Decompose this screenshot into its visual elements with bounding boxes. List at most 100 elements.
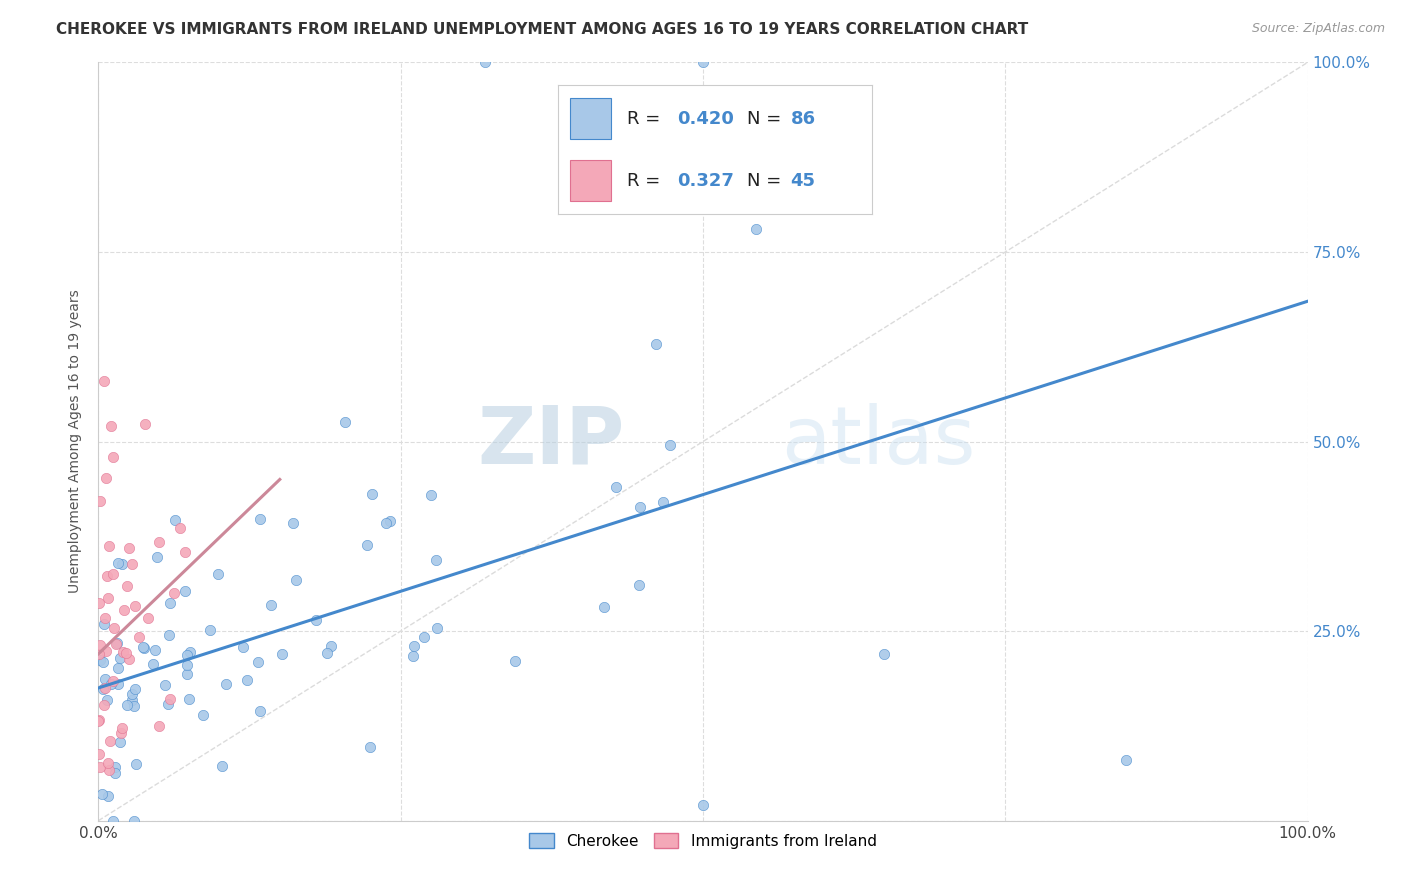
Point [281, 516, 304, 530]
Point [207, 566, 229, 581]
Point [118, 652, 141, 666]
Point [87, 714, 110, 728]
Point [115, 579, 138, 593]
Point [142, 657, 165, 671]
Text: atlas: atlas [782, 402, 976, 481]
Point [157, 697, 180, 711]
Point [176, 666, 198, 681]
Point [96, 471, 118, 485]
Point [138, 611, 160, 625]
Point [122, 814, 145, 828]
Point [419, 488, 441, 502]
Point [100, 419, 122, 434]
Point [108, 651, 131, 665]
Point [107, 677, 129, 691]
Point [249, 705, 271, 719]
Point [404, 640, 426, 654]
Point [125, 757, 148, 772]
Point [112, 603, 135, 617]
Point [87, 713, 110, 727]
Point [89, 596, 111, 610]
Point [174, 545, 197, 559]
Point [94, 611, 117, 625]
Point [159, 627, 181, 641]
Y-axis label: Unemployment Among Ages 16 to 19 years: Unemployment Among Ages 16 to 19 years [69, 290, 83, 593]
Point [211, 759, 233, 773]
Point [692, 798, 714, 813]
Point [104, 637, 127, 651]
Point [644, 336, 666, 351]
Point [96, 569, 118, 583]
Point [91, 682, 114, 697]
Point [98, 733, 121, 747]
Point [132, 641, 155, 656]
Point [425, 553, 447, 567]
Point [89, 493, 111, 508]
Point [108, 735, 131, 749]
Point [148, 535, 170, 549]
Point [122, 699, 145, 714]
Point [159, 692, 181, 706]
Point [176, 648, 198, 663]
Point [813, 184, 835, 198]
Point [659, 438, 682, 452]
Point [745, 222, 768, 236]
Point [101, 450, 124, 464]
Point [177, 692, 200, 706]
Point [143, 643, 166, 657]
Point [378, 514, 401, 528]
Point [110, 726, 132, 740]
Point [89, 760, 111, 774]
Point [101, 673, 124, 688]
Point [593, 599, 616, 614]
Point [375, 516, 398, 530]
Point [103, 567, 125, 582]
Point [121, 687, 143, 701]
Point [117, 698, 139, 712]
Point [163, 586, 186, 600]
Point [503, 654, 526, 668]
Point [97, 763, 120, 777]
Point [124, 599, 146, 613]
Point [104, 766, 127, 780]
Point [100, 676, 122, 690]
Point [111, 721, 134, 735]
Point [117, 541, 139, 556]
Point [163, 513, 186, 527]
Point [1115, 753, 1137, 767]
Point [90, 787, 112, 801]
Point [873, 647, 896, 661]
Point [94, 681, 117, 696]
Point [193, 708, 215, 723]
Point [285, 574, 308, 588]
Point [249, 512, 271, 526]
Point [87, 647, 110, 661]
Point [174, 583, 197, 598]
Point [153, 677, 176, 691]
Point [236, 673, 259, 687]
Point [101, 814, 124, 828]
Point [121, 693, 143, 707]
Point [179, 645, 201, 659]
Point [361, 487, 384, 501]
Legend: Cherokee, Immigrants from Ireland: Cherokee, Immigrants from Ireland [523, 827, 883, 855]
Point [426, 622, 449, 636]
Point [94, 672, 117, 686]
Point [103, 620, 125, 634]
Point [198, 623, 221, 637]
Point [91, 655, 114, 669]
Point [305, 613, 328, 627]
Point [97, 756, 120, 770]
Point [89, 747, 111, 761]
Point [134, 417, 156, 431]
Point [215, 676, 238, 690]
Point [247, 655, 270, 669]
Point [232, 640, 254, 655]
Point [260, 599, 283, 613]
Text: CHEROKEE VS IMMIGRANTS FROM IRELAND UNEMPLOYMENT AMONG AGES 16 TO 19 YEARS CORRE: CHEROKEE VS IMMIGRANTS FROM IRELAND UNEM… [56, 22, 1029, 37]
Point [93, 698, 115, 712]
Point [271, 647, 294, 661]
Point [628, 500, 651, 515]
Point [333, 415, 356, 429]
Point [159, 596, 181, 610]
